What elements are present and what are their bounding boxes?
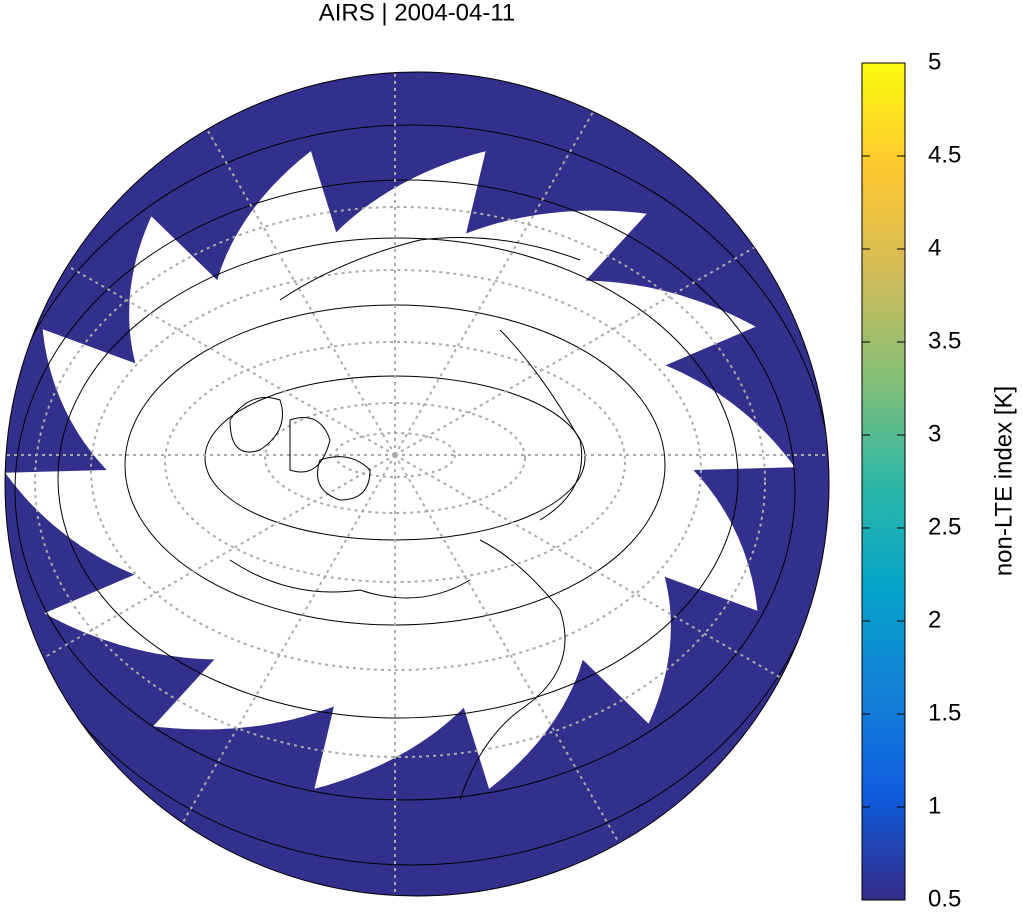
meridian [394, 454, 636, 872]
colorbar-tick-label: 1 [928, 792, 941, 819]
colorbar-tick-label: 2 [928, 606, 941, 633]
colorbar-tick-label: 3.5 [928, 327, 961, 354]
colorbar-tick-label: 5 [928, 48, 941, 75]
colorbar [861, 62, 906, 901]
map-layer [5, 72, 829, 896]
coastlines [229, 237, 583, 801]
colorbar-label: non-LTE index [K] [990, 386, 1017, 576]
colorbar-tick-label: 3 [928, 420, 941, 447]
meridian [394, 214, 812, 456]
map-title: AIRS | 2004-04-11 [319, 0, 516, 26]
colorbar-tick-label: 4 [928, 234, 941, 261]
meridian [154, 454, 396, 872]
globe-outline [4, 71, 830, 897]
data-gap [5, 151, 795, 789]
graticule [5, 72, 829, 896]
meridian [5, 454, 396, 696]
colorbar-tick-label: 0.5 [928, 885, 961, 912]
colorbar-tick-label: 2.5 [928, 513, 961, 540]
colorbar-tick-label: 1.5 [928, 699, 961, 726]
colorbar-tick-label: 4.5 [928, 141, 961, 168]
meridian [394, 454, 812, 696]
